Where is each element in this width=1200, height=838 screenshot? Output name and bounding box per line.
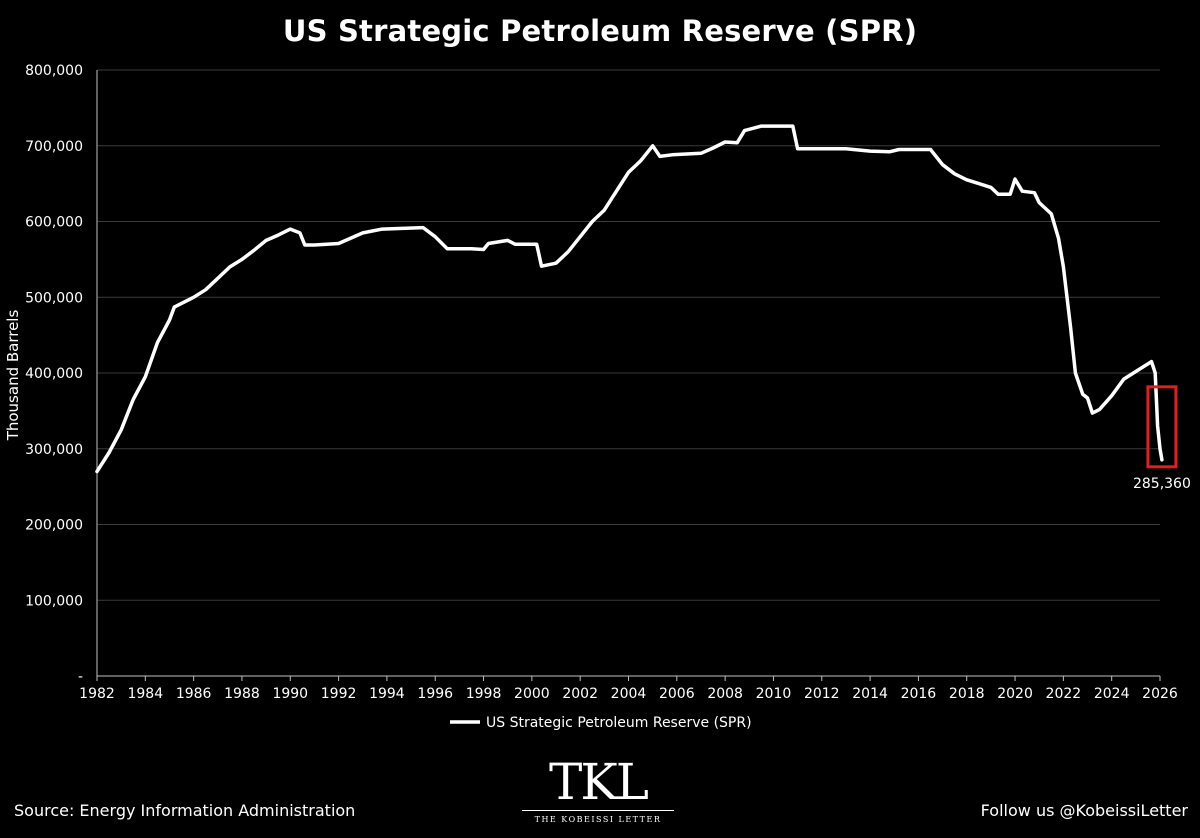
y-axis-ticks: - 100,000 200,000 300,000 400,000 500,000 600,… bbox=[25, 63, 83, 685]
x-tick-label: 2008 bbox=[707, 686, 743, 702]
x-tick-label: 2022 bbox=[1046, 686, 1082, 702]
x-tick-label: 1996 bbox=[417, 686, 453, 702]
legend: US Strategic Petroleum Reserve (SPR) bbox=[450, 715, 752, 731]
highlight-box bbox=[1146, 385, 1178, 469]
y-tick-label: 600,000 bbox=[25, 215, 83, 231]
logo-subtitle: THE KOBEISSI LETTER bbox=[534, 815, 662, 824]
follow-handle: Follow us @KobeissiLetter bbox=[980, 801, 1188, 820]
x-tick-label: 1990 bbox=[272, 686, 308, 702]
y-tick-label: 800,000 bbox=[25, 63, 83, 79]
x-tick-label: 2000 bbox=[514, 686, 550, 702]
x-tick-label: 2024 bbox=[1094, 686, 1130, 702]
x-tick-label: 1984 bbox=[127, 686, 163, 702]
series-line bbox=[95, 124, 1164, 474]
y-tick-label: 100,000 bbox=[25, 593, 83, 609]
x-tick-label: 1982 bbox=[79, 686, 115, 702]
x-tick-label: 2004 bbox=[611, 686, 647, 702]
x-tick-label: 2014 bbox=[852, 686, 888, 702]
x-tick-label: 2018 bbox=[949, 686, 985, 702]
logo-divider bbox=[522, 810, 674, 811]
x-tick-label: 1992 bbox=[321, 686, 357, 702]
y-tick-label: 200,000 bbox=[25, 518, 83, 534]
y-tick-label: 500,000 bbox=[25, 290, 83, 306]
gridlines bbox=[97, 69, 1160, 601]
x-tick-label: 2012 bbox=[804, 686, 840, 702]
y-axis-label: Thousand Barrels bbox=[4, 310, 22, 442]
source-note: Source: Energy Information Administratio… bbox=[14, 801, 356, 820]
x-tick-label: 1994 bbox=[369, 686, 405, 702]
x-tick-label: 2026 bbox=[1142, 686, 1178, 702]
x-tick-label: 1988 bbox=[224, 686, 260, 702]
x-tick-label: 2020 bbox=[997, 686, 1033, 702]
y-tick-label: 400,000 bbox=[25, 366, 83, 382]
x-tick-label: 1998 bbox=[466, 686, 502, 702]
x-tick-label: 1986 bbox=[176, 686, 212, 702]
logo-mark: TKL bbox=[549, 753, 649, 811]
x-tick-label: 2010 bbox=[756, 686, 792, 702]
y-tick-label: - bbox=[78, 669, 83, 685]
last-value-label: 285,360 bbox=[1133, 476, 1191, 492]
annotation-layer: 285,360 bbox=[1133, 385, 1191, 492]
x-tick-label: 2016 bbox=[901, 686, 937, 702]
x-tick-label: 2006 bbox=[659, 686, 695, 702]
kobeissi-logo: TKL THE KOBEISSI LETTER bbox=[518, 752, 678, 830]
x-axis-ticks: 1982 1984 1986 1988 1990 1992 1994 1996 1998 2000… bbox=[79, 676, 1178, 702]
chart-title: US Strategic Petroleum Reserve (SPR) bbox=[282, 14, 918, 48]
series-layer bbox=[95, 124, 1164, 474]
legend-label: US Strategic Petroleum Reserve (SPR) bbox=[486, 715, 752, 731]
y-tick-label: 300,000 bbox=[25, 442, 83, 458]
x-tick-label: 2002 bbox=[562, 686, 598, 702]
y-tick-label: 700,000 bbox=[25, 139, 83, 155]
